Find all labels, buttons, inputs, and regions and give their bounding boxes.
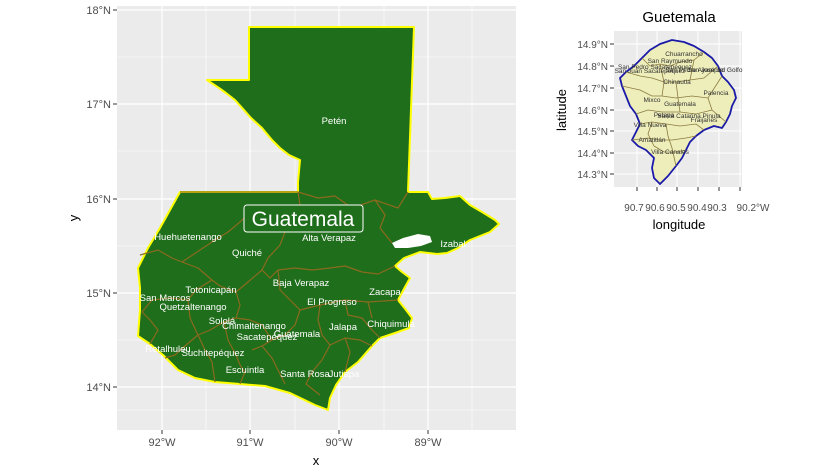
muni-label: San Juan Sacatepéquez	[615, 68, 686, 75]
dept-label-sacatepequez: Sacatepéquez	[237, 332, 298, 343]
inset-title: Guetemala	[642, 9, 716, 26]
main-y-tick-label: 15°N	[86, 288, 111, 300]
main-y-ticks	[113, 9, 117, 388]
muni-label: Palencia	[704, 90, 729, 97]
inset-x-tick-label: 90.5	[666, 203, 686, 214]
inset-x-tick-label: 90.2°W	[737, 203, 770, 214]
muni-label: Chinautla	[663, 79, 691, 86]
inset-y-tick-label: 14.3°N	[577, 170, 608, 181]
dept-label-san-marcos: San Marcos	[140, 293, 191, 304]
muni-label: Villa Canales	[651, 149, 690, 156]
main-y-axis: 18°N 17°N 16°N 15°N 14°N	[86, 5, 111, 394]
dept-label-huehuetenango: Huehuetenango	[154, 232, 222, 243]
inset-y-ticks	[610, 43, 614, 175]
muni-label: San Pedro Sacatepéquez	[618, 64, 692, 71]
inset-y-axis: 14.9°N 14.8°N 14.7°N 14.6°N 14.5°N 14.4°…	[577, 40, 608, 181]
inset-y-tick-label: 14.4°N	[577, 149, 608, 160]
inset-x-tick-label: 90.7	[624, 203, 644, 214]
muni-label: San Raymundo	[648, 58, 693, 65]
dept-label-peten: Petén	[322, 116, 347, 127]
country-label: Guatemala	[243, 204, 364, 233]
main-x-ticks	[161, 430, 429, 434]
main-x-tick-label: 90°W	[325, 437, 353, 449]
inset-x-tick-label: 90.3	[707, 203, 727, 214]
dept-label-zacapa: Zacapa	[369, 287, 401, 298]
inset-map: Guetemala	[554, 9, 770, 232]
main-y-tick-label: 14°N	[86, 382, 111, 394]
inset-x-ticks	[636, 187, 741, 191]
main-y-tick-label: 17°N	[86, 99, 111, 111]
lake-izabal	[392, 234, 432, 248]
country-label-text: Guatemala	[252, 208, 355, 231]
main-y-tick-label: 18°N	[86, 5, 111, 17]
dept-label-chiquimula: Chiquimula	[367, 319, 415, 330]
inset-x-axis-title: longitude	[653, 217, 706, 232]
inset-y-tick-label: 14.5°N	[577, 127, 608, 138]
muni-label: Santa Catarina Pinula	[657, 113, 721, 120]
main-x-tick-label: 92°W	[148, 437, 176, 449]
dept-label-baja-verapaz: Baja Verapaz	[273, 278, 330, 289]
inset-y-tick-label: 14.8°N	[577, 62, 608, 73]
inset-y-tick-label: 14.6°N	[577, 106, 608, 117]
dept-label-el-progreso: El Progreso	[307, 297, 357, 308]
muni-label: Petapa	[654, 112, 675, 119]
main-map: Petén Huehuetenango Alta Verapaz Quiché …	[66, 5, 516, 468]
dept-label-quiche: Quiché	[232, 248, 262, 259]
inset-x-axis: 90.7 90.6 90.5 90.4 90.3 90.2°W	[624, 203, 770, 214]
muni-label: Villa Nueva	[634, 122, 667, 129]
dept-label-izabal: Izabal	[440, 239, 465, 250]
inset-y-axis-title: latitude	[554, 89, 569, 131]
inset-x-tick-label: 90.4	[687, 203, 707, 214]
muni-label: Mixco	[644, 97, 661, 104]
inset-x-tick-label: 90.6	[645, 203, 665, 214]
main-x-axis-title: x	[313, 453, 320, 468]
dept-label-chimaltenango: Chimaltenango	[222, 321, 286, 332]
dept-label-alta-verapaz: Alta Verapaz	[302, 233, 356, 244]
dept-label-solola: Sololá	[209, 316, 236, 327]
dept-label-jalapa: Jalapa	[329, 322, 358, 333]
muni-label: Guatemala	[664, 101, 696, 108]
dept-label-totonicapan: Totonicapán	[185, 285, 236, 296]
main-x-tick-label: 89°W	[414, 437, 442, 449]
muni-label: Chuarrancho	[665, 51, 703, 58]
inset-y-tick-label: 14.9°N	[577, 40, 608, 51]
municipality-borders	[621, 51, 727, 167]
dept-label-quetzaltenango: Quetzaltenango	[159, 302, 226, 313]
municipality-labels: San Pedro Sacatepéquez San Raymundo Chua…	[615, 51, 743, 156]
main-y-tick-label: 16°N	[86, 194, 111, 206]
main-x-axis: 92°W 91°W 90°W 89°W	[148, 437, 442, 449]
department-labels: Petén Huehuetenango Alta Verapaz Quiché …	[140, 116, 466, 380]
dept-label-suchitepequez: Suchitepéquez	[182, 348, 245, 359]
dept-label-escuintla: Escuintla	[226, 365, 265, 376]
main-y-axis-title: y	[66, 214, 81, 221]
dept-label-retalhuleu: Retalhuleu	[145, 344, 190, 355]
dept-label-santa-rosa: Santa Rosa	[280, 369, 330, 380]
dept-label-jutiapa: Jutiapa	[329, 369, 360, 380]
dept-label-guatemala: Guatemala	[274, 329, 321, 340]
muni-label: San Pedro Ayampuc	[665, 67, 725, 74]
muni-label: San José del Golfo	[688, 67, 743, 74]
main-x-tick-label: 91°W	[236, 437, 264, 449]
inset-y-tick-label: 14.7°N	[577, 84, 608, 95]
muni-label: Amatitlán	[638, 137, 665, 144]
muni-label: Fraijanes	[691, 117, 718, 124]
